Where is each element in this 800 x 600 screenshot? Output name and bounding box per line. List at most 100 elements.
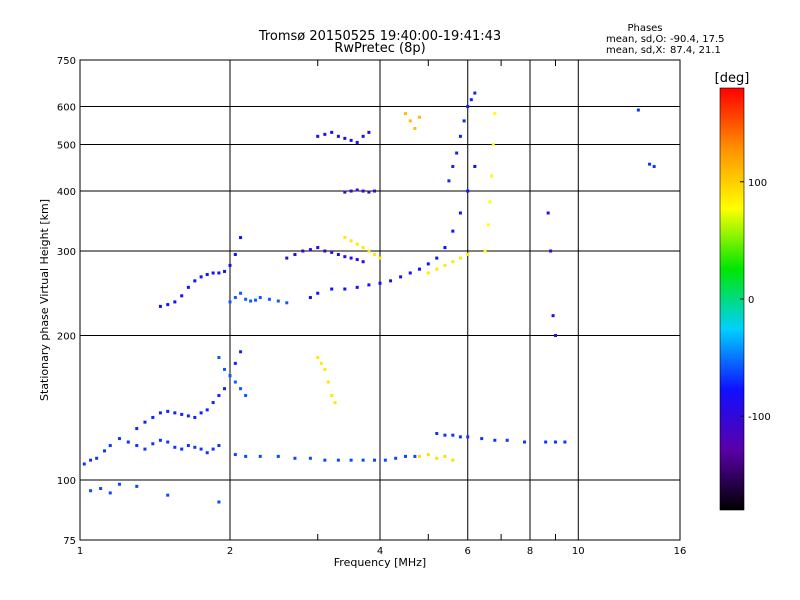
data-point: [244, 297, 248, 301]
data-point: [349, 239, 353, 243]
data-point: [253, 298, 257, 302]
data-point: [367, 190, 371, 194]
data-point: [143, 447, 147, 451]
data-point: [316, 246, 320, 250]
data-point: [443, 246, 447, 250]
data-point: [553, 440, 557, 444]
data-point: [330, 250, 334, 254]
data-point: [89, 458, 93, 462]
data-point: [233, 253, 237, 257]
data-point: [180, 447, 184, 451]
data-point: [158, 411, 162, 415]
stats-header: Phases: [627, 23, 662, 34]
data-point: [490, 174, 494, 178]
data-point: [458, 256, 462, 260]
data-point: [158, 438, 162, 442]
data-point: [108, 444, 112, 448]
data-point: [323, 132, 327, 136]
data-point: [330, 394, 334, 398]
data-point: [193, 415, 197, 419]
data-point: [447, 179, 451, 183]
data-point: [367, 130, 371, 134]
data-point: [466, 189, 470, 193]
data-point: [143, 420, 147, 424]
data-point: [117, 482, 121, 486]
data-point: [308, 248, 312, 252]
data-point: [319, 361, 323, 365]
y-tick-label: 300: [57, 247, 76, 258]
data-point: [443, 454, 447, 458]
data-point: [403, 112, 407, 116]
data-point: [491, 143, 495, 147]
data-point: [308, 456, 312, 460]
data-point: [367, 249, 371, 253]
data-point: [323, 367, 327, 371]
data-point: [394, 456, 398, 460]
data-point: [426, 453, 430, 457]
data-point: [126, 440, 130, 444]
data-point: [173, 445, 177, 449]
data-point: [186, 444, 190, 448]
data-point: [267, 297, 271, 301]
data-point: [355, 242, 359, 246]
data-point: [228, 374, 232, 378]
data-point: [186, 414, 190, 418]
data-point: [361, 134, 365, 138]
data-point: [462, 119, 466, 123]
data-point: [199, 411, 203, 415]
data-point: [316, 134, 320, 138]
data-point: [211, 401, 215, 405]
data-point: [239, 350, 243, 354]
data-point: [316, 355, 320, 359]
data-point: [343, 255, 347, 259]
data-point: [233, 453, 237, 457]
data-point: [636, 108, 640, 112]
data-point: [293, 253, 297, 257]
data-point: [435, 456, 439, 460]
data-point: [233, 380, 237, 384]
data-point: [493, 112, 497, 116]
data-point: [361, 458, 365, 462]
data-point: [258, 454, 262, 458]
data-point: [451, 229, 455, 233]
data-point: [466, 105, 470, 109]
data-point: [343, 236, 347, 240]
data-point: [373, 189, 377, 193]
y-axis-label: Stationary phase Virtual Height [km]: [38, 199, 51, 401]
data-point: [413, 454, 417, 458]
data-point: [217, 444, 221, 448]
data-point: [373, 253, 377, 257]
chart-subtitle: RwPretec (8p): [334, 41, 425, 56]
colorbar-label: [deg]: [715, 71, 750, 86]
data-point: [486, 223, 490, 227]
data-point: [258, 296, 262, 300]
y-tick-label: 400: [57, 187, 76, 198]
data-point: [443, 433, 447, 437]
data-point: [483, 249, 487, 253]
data-point: [383, 458, 387, 462]
data-point: [223, 269, 227, 273]
data-point: [469, 98, 473, 102]
data-point: [349, 256, 353, 260]
y-tick-label: 100: [57, 476, 76, 487]
data-point: [389, 279, 393, 283]
data-point: [239, 291, 243, 295]
data-point: [223, 387, 227, 391]
data-point: [103, 449, 107, 453]
data-point: [217, 394, 221, 398]
data-point: [361, 189, 365, 193]
data-point: [233, 361, 237, 365]
data-point: [426, 271, 430, 275]
data-point: [223, 367, 227, 371]
data-point: [355, 188, 359, 192]
data-point: [355, 285, 359, 289]
data-point: [336, 134, 340, 138]
data-point: [151, 415, 155, 419]
data-point: [186, 285, 190, 289]
data-point: [473, 91, 477, 95]
data-point: [323, 458, 327, 462]
data-point: [652, 164, 656, 168]
data-point: [480, 437, 484, 441]
data-point: [458, 435, 462, 439]
